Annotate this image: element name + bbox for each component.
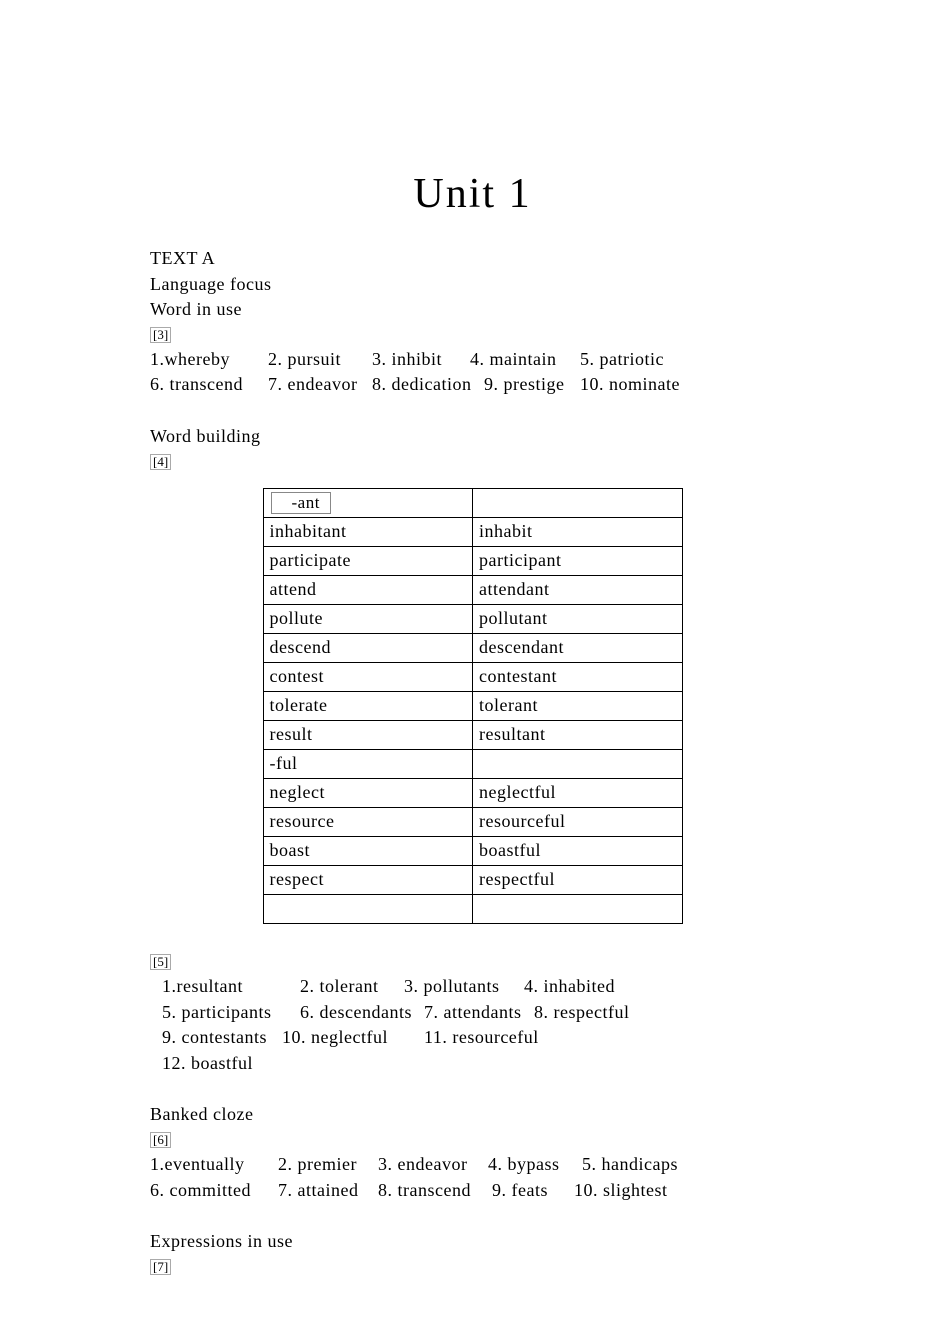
word-in-use-label: Word in use: [150, 297, 795, 323]
list-item: 8. respectful: [534, 1000, 629, 1026]
table-cell: respect: [263, 865, 473, 894]
table-row: participateparticipant: [263, 546, 682, 575]
table-cell: attendant: [473, 575, 683, 604]
list-item: 5. handicaps: [582, 1152, 678, 1178]
ex5-row-4: 12. boastful: [150, 1051, 795, 1077]
list-item: 4. inhabited: [524, 974, 615, 1000]
list-item: 3. endeavor: [378, 1152, 488, 1178]
table-cell: [263, 894, 473, 923]
table-row: attendattendant: [263, 575, 682, 604]
ex5-row-2: 5. participants 6. descendants 7. attend…: [150, 1000, 795, 1026]
list-item: 2. premier: [278, 1152, 378, 1178]
list-item: 4. bypass: [488, 1152, 582, 1178]
table-row: -ant: [263, 488, 682, 517]
table-row: -ful: [263, 749, 682, 778]
list-item: 1.resultant: [162, 974, 300, 1000]
list-item: 7. endeavor: [268, 372, 372, 398]
list-item: 8. dedication: [372, 372, 484, 398]
word-in-use-row-1: 1.whereby 2. pursuit 3. inhibit 4. maint…: [150, 347, 795, 373]
table-cell: pollutant: [473, 604, 683, 633]
table-cell: neglectful: [473, 778, 683, 807]
table-cell: resource: [263, 807, 473, 836]
list-item: 10. neglectful: [282, 1025, 424, 1051]
table-row: descenddescendant: [263, 633, 682, 662]
bracket-7: [7]: [150, 1259, 171, 1275]
table-cell: result: [263, 720, 473, 749]
bracket-4: [4]: [150, 454, 171, 470]
list-item: 2. pursuit: [268, 347, 372, 373]
table-cell: resultant: [473, 720, 683, 749]
list-item: 11. resourceful: [424, 1025, 539, 1051]
list-item: 6. descendants: [300, 1000, 424, 1026]
table-cell: boast: [263, 836, 473, 865]
list-item: 12. boastful: [162, 1051, 253, 1077]
ex5-row-3: 9. contestants 10. neglectful 11. resour…: [150, 1025, 795, 1051]
list-item: 6. committed: [150, 1178, 278, 1204]
table-cell: resourceful: [473, 807, 683, 836]
ex5-row-1: 1.resultant 2. tolerant 3. pollutants 4.…: [150, 974, 795, 1000]
table-cell: pollute: [263, 604, 473, 633]
language-focus-label: Language focus: [150, 272, 795, 298]
list-item: 1.eventually: [150, 1152, 278, 1178]
table-cell: [473, 749, 683, 778]
table-row: boastboastful: [263, 836, 682, 865]
table-row: resultresultant: [263, 720, 682, 749]
table-cell: contestant: [473, 662, 683, 691]
word-building-label: Word building: [150, 424, 795, 450]
table-cell: attend: [263, 575, 473, 604]
table-row: pollutepollutant: [263, 604, 682, 633]
text-a-label: TEXT A: [150, 246, 795, 272]
table-cell: inhabit: [473, 517, 683, 546]
word-building-table: -ant inhabitantinhabit participatepartic…: [263, 488, 683, 924]
table-row: contestcontestant: [263, 662, 682, 691]
page-title: Unit 1: [150, 170, 795, 218]
list-item: 9. feats: [492, 1178, 574, 1204]
bracket-5: [5]: [150, 954, 171, 970]
banked-cloze-row-2: 6. committed 7. attained 8. transcend 9.…: [150, 1178, 795, 1204]
table-cell: participate: [263, 546, 473, 575]
list-item: 6. transcend: [150, 372, 268, 398]
table-cell: -ful: [263, 749, 473, 778]
table-row: neglectneglectful: [263, 778, 682, 807]
table-row: [263, 894, 682, 923]
bracket-3: [3]: [150, 327, 171, 343]
bracket-6: [6]: [150, 1132, 171, 1148]
list-item: 3. inhibit: [372, 347, 470, 373]
table-header-ant: -ant: [271, 492, 331, 514]
table-row: inhabitantinhabit: [263, 517, 682, 546]
expressions-in-use-label: Expressions in use: [150, 1229, 795, 1255]
table-cell: tolerate: [263, 691, 473, 720]
table-cell: inhabitant: [263, 517, 473, 546]
table-row: toleratetolerant: [263, 691, 682, 720]
list-item: 3. pollutants: [404, 974, 524, 1000]
banked-cloze-row-1: 1.eventually 2. premier 3. endeavor 4. b…: [150, 1152, 795, 1178]
table-cell: boastful: [473, 836, 683, 865]
table-cell: contest: [263, 662, 473, 691]
list-item: 10. slightest: [574, 1178, 668, 1204]
banked-cloze-label: Banked cloze: [150, 1102, 795, 1128]
table-row: resourceresourceful: [263, 807, 682, 836]
word-in-use-row-2: 6. transcend 7. endeavor 8. dedication 9…: [150, 372, 795, 398]
list-item: 7. attained: [278, 1178, 378, 1204]
list-item: 4. maintain: [470, 347, 580, 373]
list-item: 8. transcend: [378, 1178, 492, 1204]
list-item: 5. patriotic: [580, 347, 664, 373]
list-item: 1.whereby: [150, 347, 268, 373]
table-row: respect respectful: [263, 865, 682, 894]
table-cell: descendant: [473, 633, 683, 662]
table-cell: respectful: [473, 865, 683, 894]
list-item: 9. prestige: [484, 372, 580, 398]
list-item: 7. attendants: [424, 1000, 534, 1026]
table-cell: participant: [473, 546, 683, 575]
list-item: 10. nominate: [580, 372, 680, 398]
table-cell: tolerant: [473, 691, 683, 720]
list-item: 9. contestants: [162, 1025, 282, 1051]
table-cell: descend: [263, 633, 473, 662]
list-item: 5. participants: [162, 1000, 300, 1026]
list-item: 2. tolerant: [300, 974, 404, 1000]
table-cell: [473, 894, 683, 923]
table-cell: neglect: [263, 778, 473, 807]
